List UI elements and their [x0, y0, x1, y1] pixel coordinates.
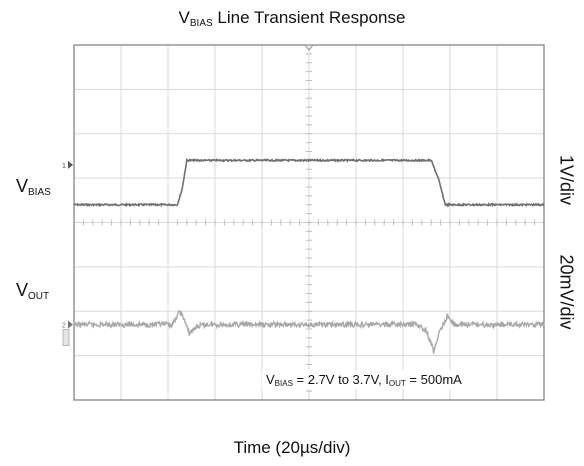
- traces: [73, 157, 545, 354]
- channel-2-offset-tab: [62, 329, 70, 346]
- channel-1-marker: [68, 160, 73, 169]
- x-axis-label: Time (20µs/div): [233, 438, 351, 457]
- channel-markers: 12: [62, 160, 73, 346]
- chart-title: VBIAS Line Transient Response: [178, 8, 406, 29]
- scale-label-vout: 20mV/div: [556, 254, 577, 330]
- channel-2-number: 2: [62, 323, 66, 330]
- trace-vout: [73, 309, 545, 354]
- channel-2-marker: [68, 320, 73, 329]
- series-label-vout: VOUT: [16, 280, 50, 302]
- test-conditions-annotation: VBIAS = 2.7V to 3.7V, IOUT = 500mA: [262, 370, 466, 389]
- trace-vbias: [73, 157, 545, 208]
- trigger-marker: [303, 44, 315, 51]
- scale-label-vbias: 1V/div: [556, 154, 577, 206]
- grid: [73, 44, 545, 401]
- series-label-vbias: VBIAS: [16, 176, 51, 198]
- channel-1-number: 1: [62, 163, 66, 170]
